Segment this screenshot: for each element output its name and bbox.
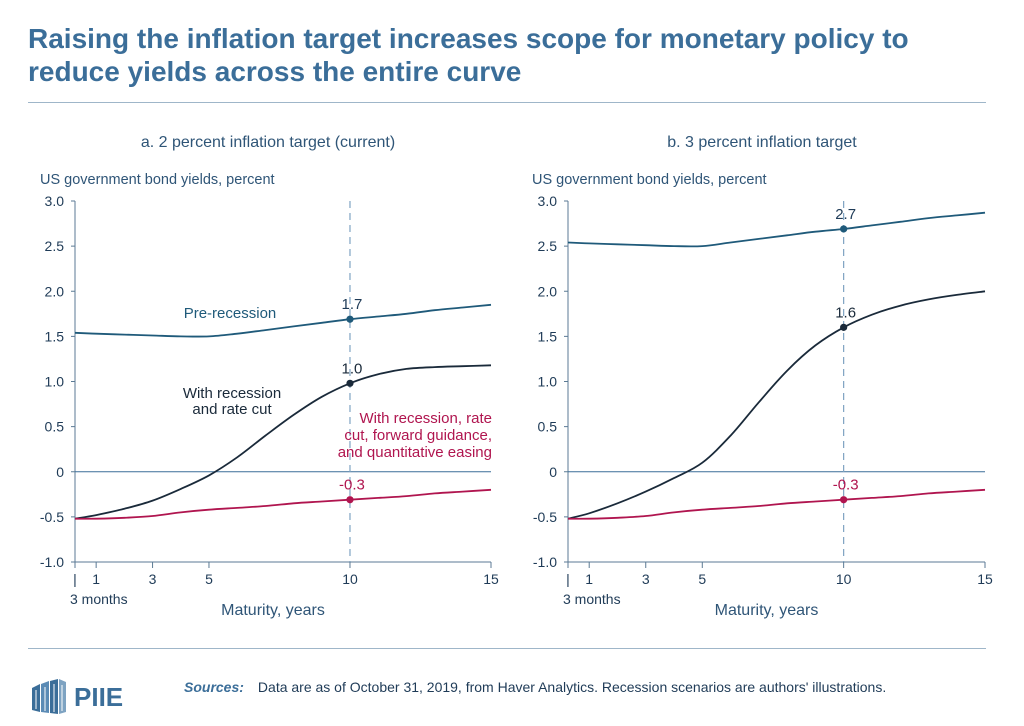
series-line-pre_recession: [74, 303, 492, 338]
y-tick-label: 3.0: [45, 193, 65, 209]
x-axis-label: Maturity, years: [221, 602, 325, 619]
data-label-pre_recession: 2.7: [835, 206, 856, 223]
series-line-recession_rate_cut: [74, 364, 492, 520]
chart-panel-b: b. 3 percent inflation target US governme…: [532, 134, 993, 619]
chart-title: a. 2 percent inflation target (current): [141, 134, 395, 151]
data-point-qe: [840, 496, 848, 504]
x-tick-label: 3: [642, 571, 650, 587]
logo-text: PIIE: [74, 682, 123, 712]
series-label-line: With recession: [183, 385, 281, 402]
bottom-divider: [28, 648, 986, 649]
y-tick-label: 0: [56, 464, 64, 480]
data-point-recession_rate_cut: [346, 379, 354, 387]
y-axis-label: US government bond yields, percent: [40, 172, 275, 188]
sources-text: Data are as of October 31, 2019, from Ha…: [257, 679, 887, 695]
x-tick-label: |: [566, 571, 570, 587]
sources-note: Sources: Data are as of October 31, 2019,…: [184, 679, 1004, 695]
data-point-pre_recession: [840, 225, 848, 233]
sources-label: Sources:: [184, 679, 244, 695]
y-axis-label: US government bond yields, percent: [532, 172, 767, 188]
top-divider: [28, 102, 986, 103]
y-tick-label: 0: [549, 464, 557, 480]
chart-title: b. 3 percent inflation target: [667, 134, 857, 151]
y-tick-label: 1.0: [538, 374, 558, 390]
piie-logo: PIIE: [32, 679, 123, 714]
data-point-recession_rate_cut: [840, 323, 848, 331]
y-tick-label: -0.5: [533, 509, 557, 525]
data-label-recession_rate_cut: 1.0: [342, 360, 363, 377]
x-axis-sublabel: 3 months: [70, 591, 128, 607]
series-label-line: Pre-recession: [184, 305, 277, 322]
data-point-qe: [346, 496, 354, 504]
columns-icon: [32, 679, 66, 714]
y-tick-label: 1.5: [45, 328, 65, 344]
x-tick-label: 15: [483, 571, 499, 587]
series-label-qe: With recession, rate cut, forward guidanc…: [338, 410, 492, 461]
series-line-qe: [74, 488, 492, 520]
data-label-pre_recession: 1.7: [342, 296, 363, 313]
y-tick-label: -0.5: [40, 509, 64, 525]
y-tick-label: 2.0: [538, 283, 558, 299]
y-tick-label: 2.5: [45, 238, 65, 254]
series-line-qe: [567, 488, 986, 520]
series-label-recession_rate_cut: With recession and rate cut: [183, 385, 281, 418]
x-axis-sublabel: 3 months: [563, 591, 621, 607]
series-label-line: With recession, rate: [359, 410, 492, 427]
x-tick-label: 5: [205, 571, 213, 587]
y-tick-label: 1.5: [538, 328, 558, 344]
data-label-qe: -0.3: [833, 477, 859, 494]
footer: PIIE Sources: Data are as of October 31, …: [0, 675, 1024, 715]
y-tick-label: 0.5: [45, 419, 65, 435]
series-line-recession_rate_cut: [567, 290, 986, 520]
y-tick-label: 2.0: [45, 283, 65, 299]
data-point-pre_recession: [346, 315, 354, 323]
y-tick-label: 0.5: [538, 419, 558, 435]
x-tick-label: 15: [977, 571, 993, 587]
series-label-pre_recession: Pre-recession: [184, 305, 277, 322]
x-axis-label: Maturity, years: [715, 602, 819, 619]
x-tick-label: 10: [342, 571, 358, 587]
chart-panel-a: a. 2 percent inflation target (current) U…: [40, 134, 499, 619]
y-tick-label: -1.0: [40, 554, 64, 570]
y-tick-label: 2.5: [538, 238, 558, 254]
y-tick-label: -1.0: [533, 554, 557, 570]
series-label-line: and rate cut: [192, 401, 272, 418]
series-line-pre_recession: [567, 211, 986, 248]
series-label-line: cut, forward guidance,: [344, 427, 492, 444]
x-tick-label: 1: [585, 571, 593, 587]
y-tick-label: 3.0: [538, 193, 558, 209]
page-title: Raising the inflation target increases s…: [28, 23, 909, 87]
x-tick-label: 1: [92, 571, 100, 587]
data-label-recession_rate_cut: 1.6: [835, 304, 856, 321]
y-tick-label: 1.0: [45, 374, 65, 390]
data-label-qe: -0.3: [339, 477, 365, 494]
x-tick-label: 3: [149, 571, 157, 587]
x-tick-label: |: [73, 571, 77, 587]
series-label-line: and quantitative easing: [338, 444, 492, 461]
x-tick-label: 5: [698, 571, 706, 587]
x-tick-label: 10: [836, 571, 852, 587]
